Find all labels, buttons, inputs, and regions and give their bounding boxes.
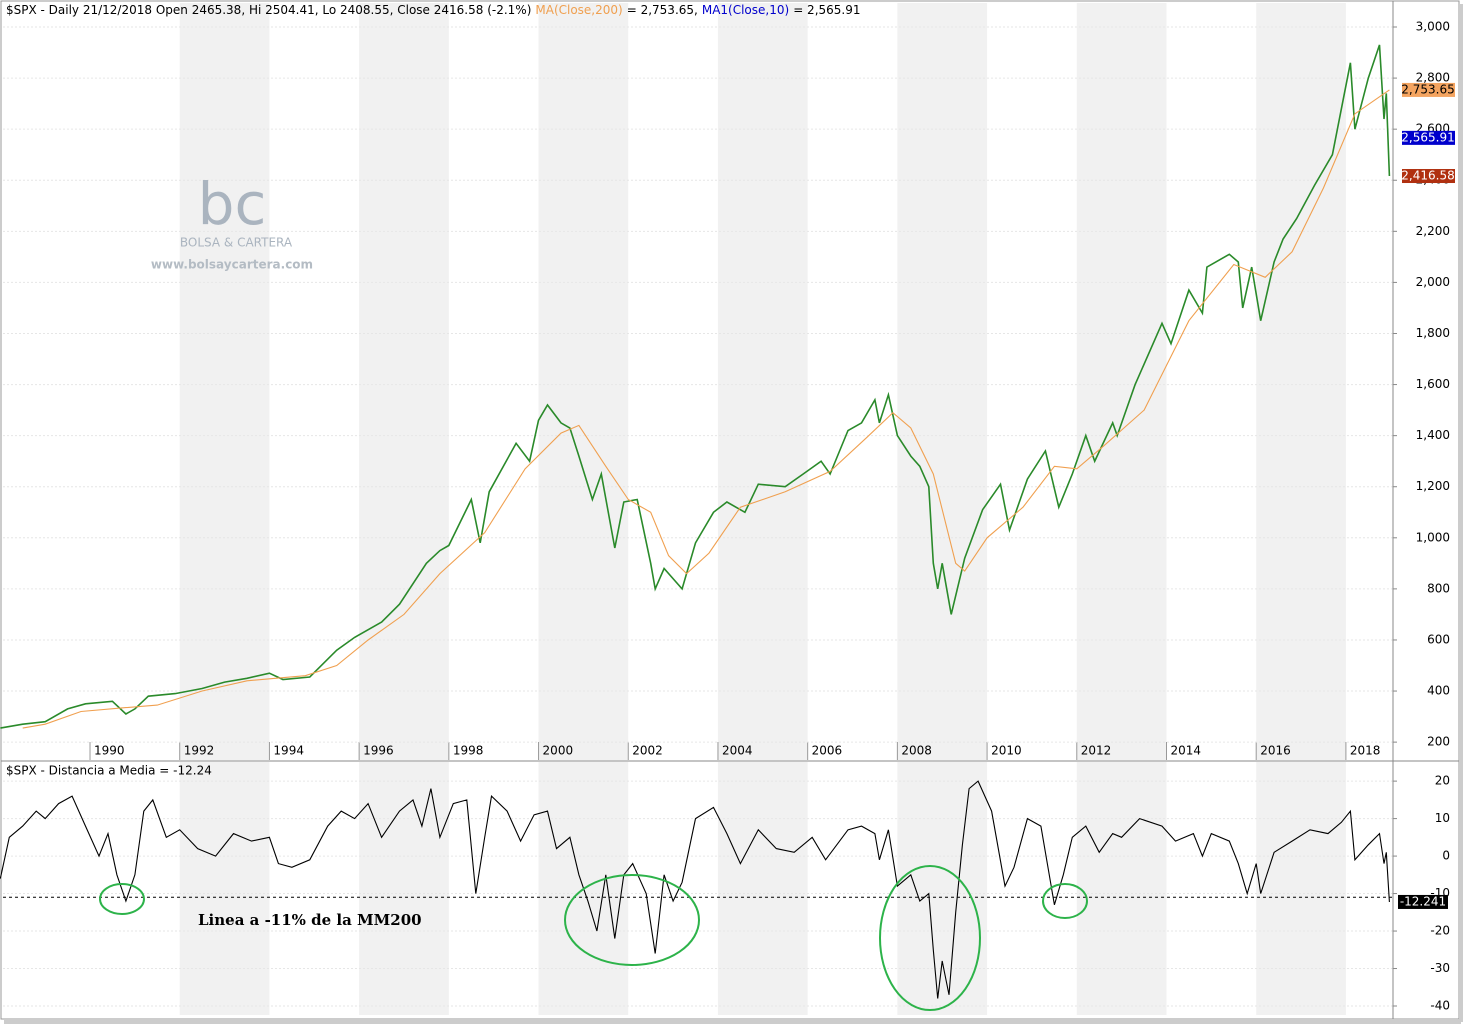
y-tick-label: 800 [1427, 581, 1450, 595]
x-tick-label: 1992 [184, 744, 215, 758]
price-tag-label: 2,416.58 [1401, 169, 1454, 183]
x-tick-label: 2012 [1081, 744, 1112, 758]
x-tick-label: 2006 [812, 744, 843, 758]
year-band [1256, 3, 1346, 760]
year-band [897, 762, 988, 1015]
y-tick-label: 400 [1427, 684, 1450, 698]
series-line [0, 44, 1391, 729]
y-tick-label: 2,800 [1416, 71, 1450, 85]
watermark-url: www.bolsaycartera.com [151, 258, 313, 272]
x-tick-label: 2010 [991, 744, 1022, 758]
year-band [717, 762, 808, 1015]
y-tick-label: 600 [1427, 632, 1450, 646]
x-tick-label: 1996 [363, 744, 394, 758]
panel-title: $SPX - Distancia a Media = -12.24 [6, 764, 212, 778]
price-tag [1402, 82, 1455, 97]
y-tick-label: 2,000 [1416, 275, 1450, 289]
chart-title: $SPX - Daily 21/12/2018 Open 2465.38, Hi… [6, 3, 861, 17]
value-tag-label: -12.241 [1400, 894, 1446, 908]
year-band [538, 3, 629, 760]
x-tick-label: 2002 [632, 744, 663, 758]
title-part: = 2,753.65, [627, 3, 698, 17]
year-band [359, 762, 449, 1015]
year-band [1256, 762, 1346, 1015]
y-tick-label: 1,200 [1416, 479, 1450, 493]
y-tick-label: 1,600 [1416, 377, 1450, 391]
y-tick-label: 2,200 [1416, 224, 1450, 238]
x-tick-label: 2018 [1350, 744, 1381, 758]
highlight-ellipses [99, 865, 1088, 1011]
x-tick-label: 2000 [543, 744, 574, 758]
plot-layer: 1990 1992 1994 1996 1998 2000 2002 2004 2006 2008… [0, 20, 1455, 1013]
price-tag-label: 2,753.65 [1401, 82, 1454, 96]
ellipse [879, 865, 981, 1011]
price-tag-label: 2,565.91 [1401, 130, 1454, 144]
x-tick-label: 2004 [722, 744, 753, 758]
series-line [0, 780, 1390, 999]
y-tick-label: 0 [1442, 849, 1450, 863]
x-tick-label: 1994 [273, 744, 304, 758]
y-tick-label: 200 [1427, 735, 1450, 749]
price-tag [1402, 130, 1455, 145]
y-tick-label: 1,000 [1416, 530, 1450, 544]
x-tick-label: 1990 [94, 744, 125, 758]
watermark-logo: bc [198, 170, 267, 238]
watermark: bc BOLSA & CARTERA www.bolsaycartera.com [151, 170, 313, 271]
value-tag [1398, 894, 1448, 909]
year-band [897, 3, 988, 760]
y-tick-label: -20 [1430, 924, 1450, 938]
title-part: MA1(Close,10) [702, 3, 789, 17]
watermark-name: BOLSA & CARTERA [180, 236, 293, 250]
ellipse [1042, 883, 1088, 919]
title-part: = 2,565.91 [793, 3, 860, 17]
year-band [1076, 3, 1167, 760]
price-tag [1402, 169, 1455, 184]
ellipse [564, 874, 700, 966]
series-line [22, 89, 1390, 729]
year-band [359, 3, 449, 760]
y-tick-label: 10 [1435, 811, 1450, 825]
year-band [1076, 762, 1167, 1015]
year-band [179, 762, 270, 1015]
ellipse [99, 883, 145, 915]
y-tick-label: -30 [1430, 961, 1450, 975]
title-part: $SPX - Daily 21/12/2018 Open 2465.38, Hi… [6, 3, 531, 17]
x-tick-label: 2016 [1260, 744, 1291, 758]
annotation: Linea a -11% de la MM200 [198, 911, 422, 929]
y-tick-label: 1,400 [1416, 428, 1450, 442]
year-band [179, 3, 270, 760]
year-band [717, 3, 808, 760]
y-tick-label: -40 [1430, 999, 1450, 1013]
y-tick-label: 1,800 [1416, 326, 1450, 340]
x-tick-label: 2008 [901, 744, 932, 758]
x-tick-label: 2014 [1170, 744, 1201, 758]
y-tick-label: 3,000 [1416, 20, 1450, 34]
x-tick-label: 1998 [453, 744, 484, 758]
y-tick-label: 20 [1435, 774, 1450, 788]
title-part: MA(Close,200) [535, 3, 622, 17]
